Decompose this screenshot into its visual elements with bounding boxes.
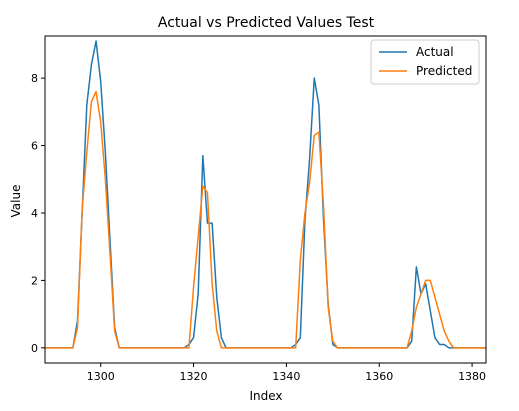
y-axis-label: Value: [9, 185, 23, 218]
x-tick-label: 1320: [180, 370, 208, 383]
y-tick-label: 6: [31, 140, 38, 153]
x-tick-label: 1380: [458, 370, 486, 383]
x-tick-label: 1340: [272, 370, 300, 383]
y-tick-label: 0: [31, 342, 38, 355]
y-tick-label: 4: [31, 207, 38, 220]
series-line-actual: [45, 40, 486, 349]
legend: Actual Predicted: [370, 39, 480, 85]
x-axis-label: Index: [249, 389, 282, 403]
y-tick-label: 2: [31, 274, 38, 287]
x-tick-label: 1360: [365, 370, 393, 383]
series-line-predicted: [45, 90, 486, 349]
y-tick-label: 8: [31, 72, 38, 85]
legend-label-predicted: Predicted: [416, 64, 472, 78]
legend-box: [370, 39, 480, 85]
x-tick-label: 1300: [87, 370, 115, 383]
legend-label-actual: Actual: [416, 45, 454, 59]
plot-frame: [44, 35, 487, 364]
chart-title: Actual vs Predicted Values Test: [158, 15, 375, 31]
plot-area: 1300 1320 1340 1360 1380 0 2 4 6 8: [31, 35, 487, 383]
